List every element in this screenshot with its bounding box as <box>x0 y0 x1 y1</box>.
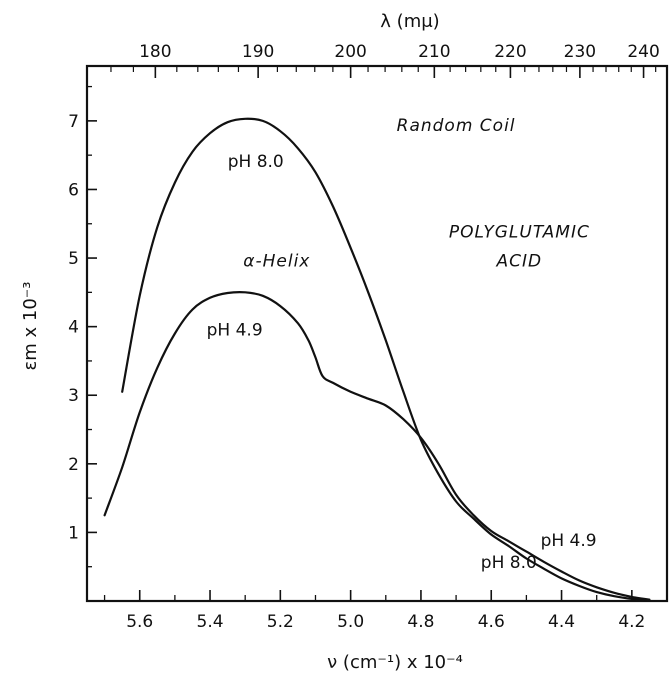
annotation-layer: Random Coil pH 8.0 POLYGLUTAMIC ACID α-Helix… <box>207 116 597 573</box>
x-tick-label: 4.8 <box>407 612 434 632</box>
series-alpha-helix <box>103 291 651 601</box>
annotation-label: ACID <box>496 251 543 271</box>
x-tick-label: 4.2 <box>618 612 645 632</box>
plot-border <box>85 64 669 603</box>
y-axis-title: εm x 10⁻³ <box>20 282 41 371</box>
x-tick-label: 5.2 <box>267 612 294 632</box>
annotation-label: pH 8.0 <box>481 553 537 573</box>
x-tick-label: 5.6 <box>126 612 153 632</box>
x-tick-label: 4.6 <box>478 612 505 632</box>
series-random-coil <box>121 117 651 602</box>
y-tick-label: 6 <box>68 180 79 200</box>
y-tick-label: 7 <box>68 112 79 132</box>
y-tick-label: 3 <box>68 386 79 406</box>
y-tick-label: 2 <box>68 455 79 475</box>
top-tick-label: 240 <box>627 42 659 62</box>
annotation-label: pH 4.9 <box>207 321 263 341</box>
plot-frame <box>85 64 669 603</box>
annotation-label: Random Coil <box>397 116 516 136</box>
x-axis-title: ν (cm⁻¹) x 10⁻⁴ <box>327 652 463 673</box>
x-tick-label: 5.4 <box>197 612 224 632</box>
top-axis-title: λ (mμ) <box>380 11 439 32</box>
top-tick-label: 230 <box>564 42 596 62</box>
top-tick-label: 200 <box>334 42 366 62</box>
annotation-label: POLYGLUTAMIC <box>449 222 590 242</box>
annotation-label: α-Helix <box>243 251 310 271</box>
annotation-label: pH 8.0 <box>228 152 284 172</box>
y-tick-label: 1 <box>68 523 79 543</box>
x-tick-label: 4.4 <box>548 612 575 632</box>
y-tick-label: 4 <box>68 318 79 338</box>
top-tick-label: 210 <box>418 42 450 62</box>
axis-ticks: 5.6 5.4 5.2 5.0 4.8 4.6 4.4 4.2 1 2 3 4 5 6 7 180 190 200… <box>68 42 668 632</box>
x-tick-label: 5.0 <box>337 612 364 632</box>
top-tick-label: 220 <box>494 42 526 62</box>
top-tick-label: 190 <box>242 42 274 62</box>
top-tick-label: 180 <box>139 42 171 62</box>
series-layer <box>103 117 651 602</box>
y-tick-label: 5 <box>68 249 79 269</box>
annotation-label: pH 4.9 <box>541 531 597 551</box>
